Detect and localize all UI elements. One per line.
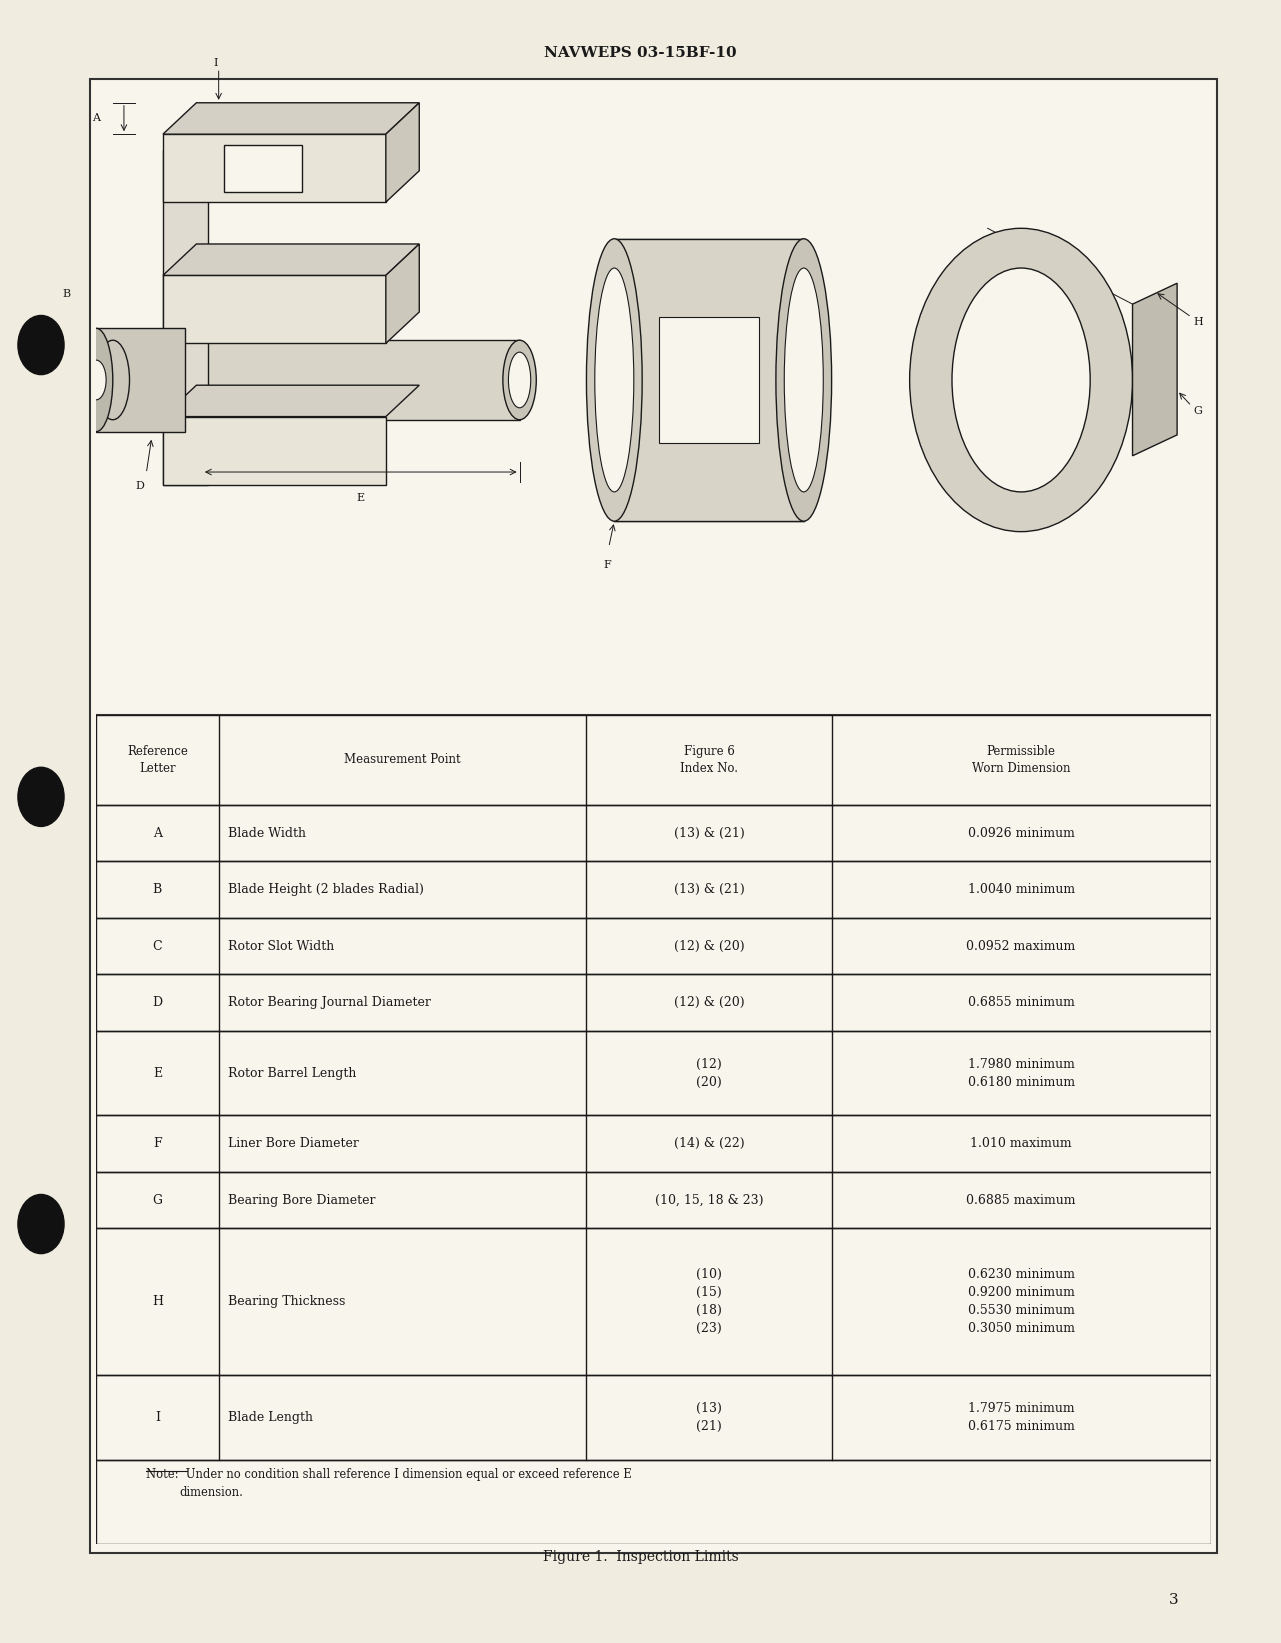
Text: (12) & (20): (12) & (20) xyxy=(674,940,744,953)
Ellipse shape xyxy=(952,268,1090,491)
Text: D: D xyxy=(135,481,143,491)
Ellipse shape xyxy=(503,340,537,419)
Text: E: E xyxy=(356,493,365,503)
Bar xyxy=(163,150,208,485)
Text: 0.6230 minimum
0.9200 minimum
0.5530 minimum
0.3050 minimum: 0.6230 minimum 0.9200 minimum 0.5530 min… xyxy=(967,1268,1075,1336)
Text: 0.6885 maximum: 0.6885 maximum xyxy=(966,1193,1076,1206)
Ellipse shape xyxy=(96,340,129,419)
Text: E: E xyxy=(152,1066,161,1079)
Text: A: A xyxy=(152,826,161,840)
Text: Rotor Slot Width: Rotor Slot Width xyxy=(228,940,334,953)
Text: (13) & (21): (13) & (21) xyxy=(674,884,744,895)
Text: Blade Width: Blade Width xyxy=(228,826,306,840)
Text: Blade Height (2 blades Radial): Blade Height (2 blades Radial) xyxy=(228,884,424,895)
Text: G: G xyxy=(1194,406,1203,416)
Text: (13)
(21): (13) (21) xyxy=(696,1401,722,1433)
Polygon shape xyxy=(163,245,419,276)
Text: Bearing Thickness: Bearing Thickness xyxy=(228,1295,345,1308)
Text: (10)
(15)
(18)
(23): (10) (15) (18) (23) xyxy=(696,1268,722,1336)
Ellipse shape xyxy=(784,268,824,491)
Text: 0.0952 maximum: 0.0952 maximum xyxy=(966,940,1076,953)
Ellipse shape xyxy=(587,238,642,521)
Bar xyxy=(658,317,760,442)
Text: D: D xyxy=(152,996,163,1009)
Text: 0.6855 minimum: 0.6855 minimum xyxy=(967,996,1075,1009)
Text: (14) & (22): (14) & (22) xyxy=(674,1137,744,1150)
Ellipse shape xyxy=(910,228,1132,532)
Text: Reference
Letter: Reference Letter xyxy=(127,744,188,775)
Text: F: F xyxy=(152,1137,161,1150)
Text: 1.010 maximum: 1.010 maximum xyxy=(970,1137,1072,1150)
Text: (12)
(20): (12) (20) xyxy=(696,1058,722,1089)
Text: B: B xyxy=(152,884,161,895)
Text: 0.0926 minimum: 0.0926 minimum xyxy=(967,826,1075,840)
Text: I: I xyxy=(213,58,218,67)
Polygon shape xyxy=(386,245,419,343)
Ellipse shape xyxy=(776,238,831,521)
Text: A: A xyxy=(92,113,100,123)
Text: dimension.: dimension. xyxy=(179,1487,243,1500)
Bar xyxy=(163,276,386,343)
Text: G: G xyxy=(152,1193,163,1206)
Bar xyxy=(615,238,803,521)
Text: 3: 3 xyxy=(1168,1592,1179,1607)
Polygon shape xyxy=(163,104,419,135)
Text: F: F xyxy=(603,560,611,570)
Text: Rotor Barrel Length: Rotor Barrel Length xyxy=(228,1066,356,1079)
Text: NAVWEPS 03-15BF-10: NAVWEPS 03-15BF-10 xyxy=(544,46,737,61)
Text: (13) & (21): (13) & (21) xyxy=(674,826,744,840)
Text: Rotor Bearing Journal Diameter: Rotor Bearing Journal Diameter xyxy=(228,996,430,1009)
Ellipse shape xyxy=(79,329,113,432)
Text: Figure 1.  Inspection Limits: Figure 1. Inspection Limits xyxy=(543,1549,738,1564)
Text: (12) & (20): (12) & (20) xyxy=(674,996,744,1009)
Text: Note:  Under no condition shall reference I dimension equal or exceed reference : Note: Under no condition shall reference… xyxy=(146,1469,632,1480)
Bar xyxy=(224,145,302,192)
Text: 1.7980 minimum
0.6180 minimum: 1.7980 minimum 0.6180 minimum xyxy=(967,1058,1075,1089)
Text: C: C xyxy=(119,375,128,384)
Text: 1.7975 minimum
0.6175 minimum: 1.7975 minimum 0.6175 minimum xyxy=(967,1401,1075,1433)
Bar xyxy=(96,329,186,432)
Text: 1.0040 minimum: 1.0040 minimum xyxy=(967,884,1075,895)
Polygon shape xyxy=(1132,283,1177,455)
Text: Measurement Point: Measurement Point xyxy=(345,754,461,766)
Text: Permissible
Worn Dimension: Permissible Worn Dimension xyxy=(972,744,1071,775)
Text: Liner Bore Diameter: Liner Bore Diameter xyxy=(228,1137,359,1150)
Polygon shape xyxy=(386,104,419,202)
Text: Blade Length: Blade Length xyxy=(228,1411,313,1424)
Text: C: C xyxy=(152,940,163,953)
Ellipse shape xyxy=(86,360,106,399)
Bar xyxy=(163,417,386,485)
Bar xyxy=(113,340,520,419)
Text: B: B xyxy=(61,289,70,299)
Polygon shape xyxy=(163,384,419,417)
Text: Bearing Bore Diameter: Bearing Bore Diameter xyxy=(228,1193,375,1206)
Text: I: I xyxy=(155,1411,160,1424)
Text: H: H xyxy=(152,1295,163,1308)
Ellipse shape xyxy=(594,268,634,491)
Text: Figure 6
Index No.: Figure 6 Index No. xyxy=(680,744,738,775)
Ellipse shape xyxy=(509,352,530,407)
Text: H: H xyxy=(1194,317,1204,327)
Bar xyxy=(163,135,386,202)
Text: (10, 15, 18 & 23): (10, 15, 18 & 23) xyxy=(655,1193,763,1206)
